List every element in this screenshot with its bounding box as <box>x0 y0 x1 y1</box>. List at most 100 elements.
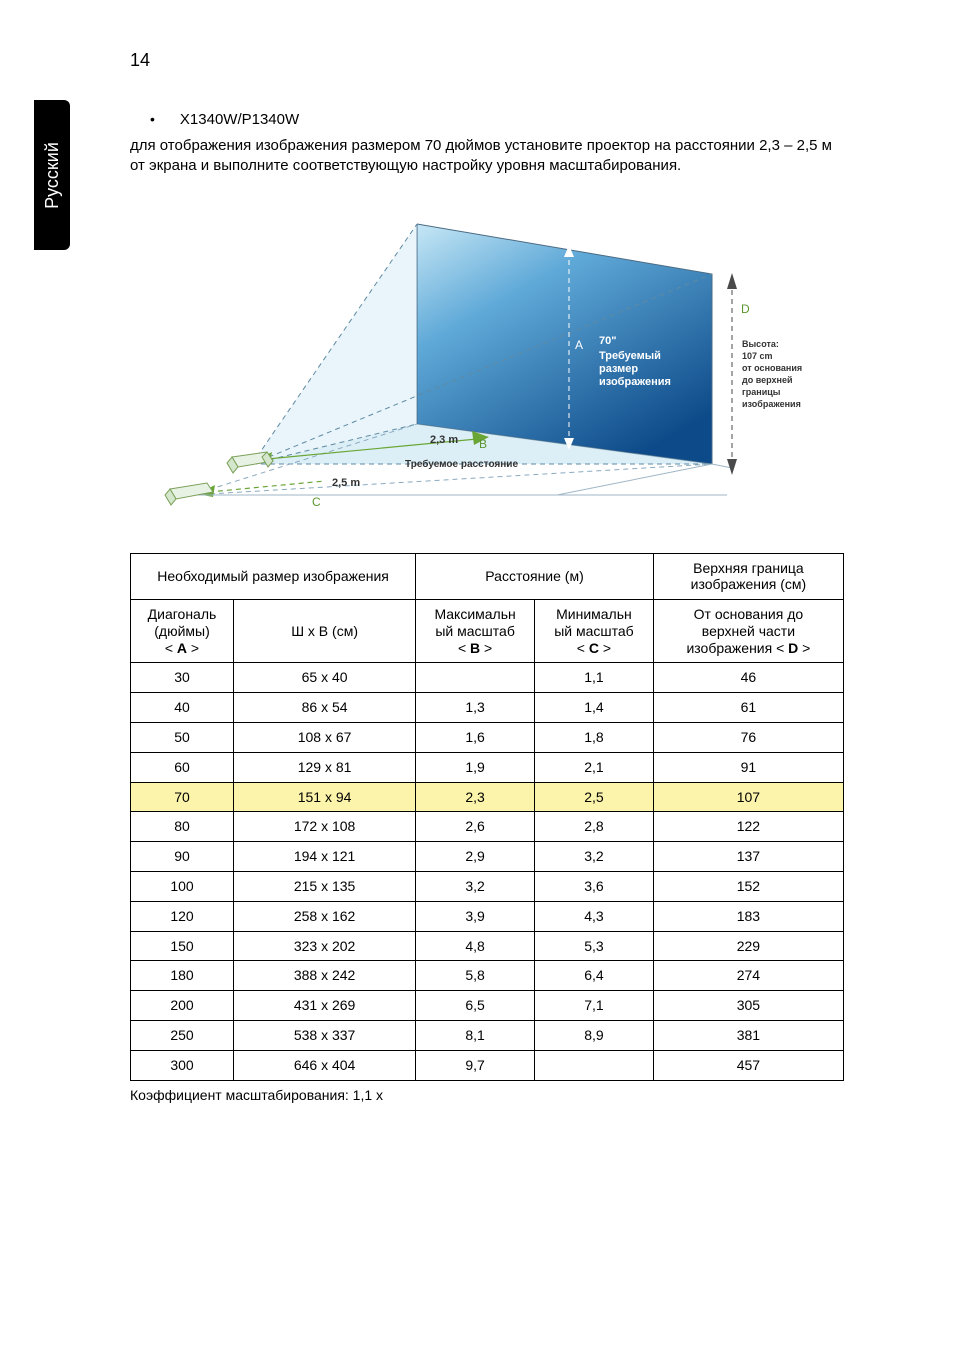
table-row: 90194 x 1212,93,2137 <box>131 842 844 872</box>
table-cell: 150 <box>131 931 234 961</box>
diagram-label-d: D <box>741 302 750 316</box>
table-header-row-1: Необходимый размер изображения Расстояни… <box>131 553 844 600</box>
table-cell: 5,8 <box>416 961 535 991</box>
table-row: 300646 x 4049,7457 <box>131 1050 844 1080</box>
table-cell: 2,1 <box>535 752 654 782</box>
table-row: 180388 x 2425,86,4274 <box>131 961 844 991</box>
table-cell: 5,3 <box>535 931 654 961</box>
diagram-side-4: до верхней <box>742 375 793 385</box>
table-cell: 3,2 <box>416 872 535 902</box>
table-cell: 1,4 <box>535 693 654 723</box>
table-cell: 90 <box>131 842 234 872</box>
table-cell: 100 <box>131 872 234 902</box>
table-cell: 9,7 <box>416 1050 535 1080</box>
model-text: X1340W/P1340W <box>180 111 299 128</box>
table-row: 150323 x 2024,85,3229 <box>131 931 844 961</box>
table-cell: 50 <box>131 723 234 753</box>
table-cell: 61 <box>653 693 843 723</box>
diagram-side-3: от основания <box>742 363 802 373</box>
table-cell: 183 <box>653 901 843 931</box>
table-cell <box>535 1050 654 1080</box>
table-cell: 46 <box>653 663 843 693</box>
table-cell: 194 x 121 <box>233 842 415 872</box>
table-cell: 8,1 <box>416 1021 535 1051</box>
projection-diagram: A 70" Требуемый размер изображения 2,3 m… <box>137 199 837 523</box>
table-row: 80172 x 1082,62,8122 <box>131 812 844 842</box>
th-base-top: От основания доверхней частиизображения … <box>653 600 843 663</box>
th-image-size: Необходимый размер изображения <box>131 553 416 600</box>
diagram-side-1: Высота: <box>742 339 779 349</box>
table-row: 50108 x 671,61,876 <box>131 723 844 753</box>
table-row: 60129 x 811,92,191 <box>131 752 844 782</box>
table-cell: 323 x 202 <box>233 931 415 961</box>
table-row: 100215 x 1353,23,6152 <box>131 872 844 902</box>
table-cell: 2,6 <box>416 812 535 842</box>
table-cell: 120 <box>131 901 234 931</box>
diagram-side-6: изображения <box>742 399 801 409</box>
diagram-label-c: C <box>312 495 321 509</box>
bullet-dot: • <box>150 111 155 127</box>
table-header-row-2: Диагональ (дюймы)< A > Ш x В (см) Максим… <box>131 600 844 663</box>
th-diag: Диагональ (дюймы)< A > <box>131 600 234 663</box>
table-cell: 1,3 <box>416 693 535 723</box>
table-row: 4086 x 541,31,461 <box>131 693 844 723</box>
table-cell: 7,1 <box>535 991 654 1021</box>
projector-b-icon <box>227 452 273 473</box>
table-cell: 107 <box>653 782 843 812</box>
table-cell: 6,5 <box>416 991 535 1021</box>
diagram-dist-c: 2,5 m <box>332 477 360 489</box>
table-cell: 30 <box>131 663 234 693</box>
table-cell: 274 <box>653 961 843 991</box>
table-cell: 200 <box>131 991 234 1021</box>
table-cell: 229 <box>653 931 843 961</box>
side-tab-label: Русский <box>42 142 63 209</box>
th-wh: Ш x В (см) <box>233 600 415 663</box>
table-cell: 381 <box>653 1021 843 1051</box>
table-cell: 80 <box>131 812 234 842</box>
table-cell: 3,2 <box>535 842 654 872</box>
table-row: 250538 x 3378,18,9381 <box>131 1021 844 1051</box>
table-cell: 129 x 81 <box>233 752 415 782</box>
th-top-edge: Верхняя граница изображения (см) <box>653 553 843 600</box>
table-cell: 137 <box>653 842 843 872</box>
table-cell: 4,8 <box>416 931 535 961</box>
table-cell: 1,1 <box>535 663 654 693</box>
table-row: 120258 x 1623,94,3183 <box>131 901 844 931</box>
table-cell: 4,3 <box>535 901 654 931</box>
table-cell: 2,8 <box>535 812 654 842</box>
table-cell <box>416 663 535 693</box>
table-cell: 2,3 <box>416 782 535 812</box>
table-cell: 2,5 <box>535 782 654 812</box>
table-cell: 8,9 <box>535 1021 654 1051</box>
table-row: 70151 x 942,32,5107 <box>131 782 844 812</box>
table-cell: 2,9 <box>416 842 535 872</box>
table-cell: 388 x 242 <box>233 961 415 991</box>
table-cell: 3,6 <box>535 872 654 902</box>
table-cell: 258 x 162 <box>233 901 415 931</box>
table-row: 3065 x 40 1,146 <box>131 663 844 693</box>
diagram-overlay-3: размер <box>599 363 638 375</box>
th-max-zoom: Максимальный масштаб< B > <box>416 600 535 663</box>
table-cell: 151 x 94 <box>233 782 415 812</box>
table-cell: 431 x 269 <box>233 991 415 1021</box>
table-cell: 457 <box>653 1050 843 1080</box>
diagram-desired-distance: Требуемое расстояние <box>405 458 518 470</box>
table-cell: 172 x 108 <box>233 812 415 842</box>
diagram-label-a: A <box>575 338 583 352</box>
table-cell: 70 <box>131 782 234 812</box>
table-cell: 152 <box>653 872 843 902</box>
diagram-overlay-2: Требуемый <box>599 350 661 362</box>
diagram-side-2: 107 cm <box>742 351 773 361</box>
diagram-label-b: B <box>479 437 487 451</box>
table-cell: 3,9 <box>416 901 535 931</box>
projection-table: Необходимый размер изображения Расстояни… <box>130 553 844 1081</box>
table-cell: 1,9 <box>416 752 535 782</box>
table-cell: 60 <box>131 752 234 782</box>
model-bullet: • X1340W/P1340W <box>130 111 844 128</box>
table-cell: 305 <box>653 991 843 1021</box>
table-cell: 538 x 337 <box>233 1021 415 1051</box>
table-cell: 65 x 40 <box>233 663 415 693</box>
diagram-overlay-4: изображения <box>599 376 671 388</box>
table-cell: 180 <box>131 961 234 991</box>
side-language-tab: Русский <box>34 100 70 250</box>
